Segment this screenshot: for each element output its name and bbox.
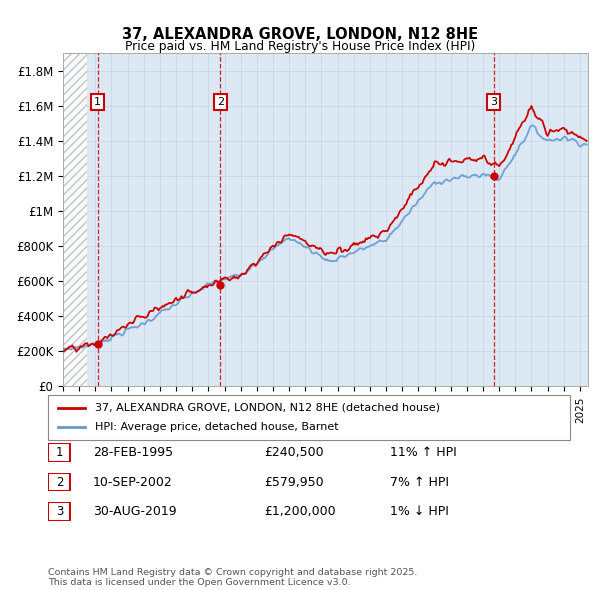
Text: HPI: Average price, detached house, Barnet: HPI: Average price, detached house, Barn… [95,422,338,432]
Text: 1: 1 [56,446,63,459]
Text: 2: 2 [56,476,63,489]
Text: 3: 3 [56,505,63,518]
Text: £579,950: £579,950 [264,476,323,489]
Text: 11% ↑ HPI: 11% ↑ HPI [390,446,457,459]
Text: 10-SEP-2002: 10-SEP-2002 [93,476,173,489]
Text: 7% ↑ HPI: 7% ↑ HPI [390,476,449,489]
FancyBboxPatch shape [49,473,70,491]
Text: 3: 3 [490,97,497,107]
Text: £240,500: £240,500 [264,446,323,459]
Text: 1: 1 [94,97,101,107]
Text: £1,200,000: £1,200,000 [264,505,335,518]
Text: 1% ↓ HPI: 1% ↓ HPI [390,505,449,518]
FancyBboxPatch shape [49,444,70,461]
Text: Price paid vs. HM Land Registry's House Price Index (HPI): Price paid vs. HM Land Registry's House … [125,40,475,53]
Text: 28-FEB-1995: 28-FEB-1995 [93,446,173,459]
Text: 37, ALEXANDRA GROVE, LONDON, N12 8HE (detached house): 37, ALEXANDRA GROVE, LONDON, N12 8HE (de… [95,403,440,412]
Text: Contains HM Land Registry data © Crown copyright and database right 2025.
This d: Contains HM Land Registry data © Crown c… [48,568,418,587]
FancyBboxPatch shape [48,395,570,440]
Text: 37, ALEXANDRA GROVE, LONDON, N12 8HE: 37, ALEXANDRA GROVE, LONDON, N12 8HE [122,27,478,42]
Text: 2: 2 [217,97,224,107]
Text: 30-AUG-2019: 30-AUG-2019 [93,505,176,518]
FancyBboxPatch shape [49,503,70,520]
